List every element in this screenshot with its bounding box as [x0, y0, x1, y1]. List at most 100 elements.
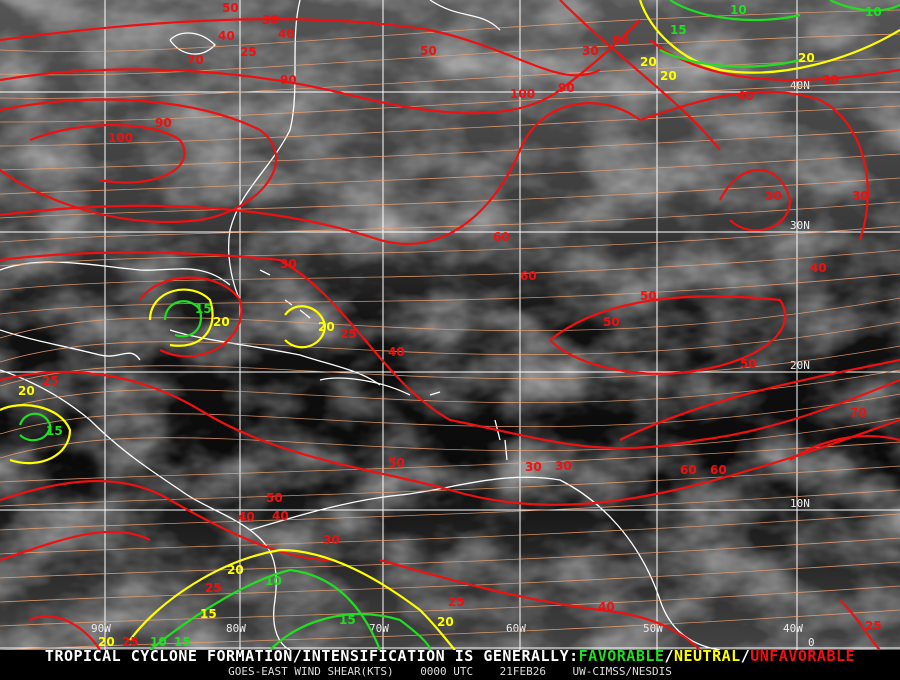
contour-label: 20 — [798, 51, 815, 65]
contour-label: 90 — [558, 81, 575, 95]
contour-label: 60 — [680, 463, 697, 477]
contour-label: 70 — [850, 406, 867, 420]
contour-label: 40 — [238, 510, 255, 524]
legend-unfavorable: UNFAVORABLE — [750, 647, 856, 665]
contour-label: 50 — [266, 491, 283, 505]
shear-contours — [0, 0, 900, 650]
cloud-imagery — [0, 0, 900, 650]
shear-contour — [0, 102, 641, 246]
product-date: 21FEB26 — [499, 665, 547, 678]
contour-label: 30 — [582, 44, 599, 58]
contour-label: 50 — [420, 44, 437, 58]
longitude-label: 60W — [506, 622, 526, 635]
contour-label: 20 — [213, 315, 230, 329]
legend-favorable: FAVORABLE — [578, 647, 665, 665]
streamline — [0, 225, 900, 267]
streamline — [0, 441, 900, 483]
contour-label: 20 — [98, 635, 115, 649]
shear-contour — [0, 480, 331, 562]
shear-contour — [163, 300, 203, 338]
longitude-label: 70W — [369, 622, 389, 635]
contour-label: 40 — [598, 600, 615, 614]
shear-contour — [619, 358, 900, 441]
shear-contour — [549, 295, 787, 375]
contour-label: 60 — [710, 463, 727, 477]
shear-contour — [839, 599, 881, 650]
contour-label: 60 — [493, 230, 510, 244]
product-info: GOES-EAST WIND SHEAR(KTS) 0000 UTC 21FEB… — [0, 665, 900, 679]
contour-label: 25 — [205, 581, 222, 595]
streamline — [0, 345, 900, 387]
latitude-label: 30N — [790, 219, 810, 232]
shear-contour — [0, 530, 151, 562]
streamline — [0, 297, 900, 339]
streamline — [0, 513, 900, 555]
contour-label: 50 — [603, 315, 620, 329]
shear-contour — [0, 404, 72, 465]
shear-contour — [639, 90, 869, 241]
contour-label: 100 — [108, 131, 133, 145]
coastline — [319, 377, 411, 396]
longitude-label: 90W — [91, 622, 111, 635]
contour-label: 10 — [865, 5, 882, 19]
legend-separator: / — [740, 647, 751, 665]
streamline — [0, 33, 900, 76]
contour-label: 15 — [174, 635, 191, 649]
streamline — [0, 537, 900, 579]
contour-label: 25 — [865, 619, 882, 633]
contour-label: 100 — [510, 87, 535, 101]
contour-label: 20 — [227, 563, 244, 577]
shear-contour — [29, 123, 186, 184]
coastline — [0, 329, 141, 361]
shear-contour — [284, 305, 327, 349]
contour-label: 50 — [388, 456, 405, 470]
contour-label: 15 — [200, 607, 217, 621]
contour-label: 70 — [187, 53, 204, 67]
contour-label: 10 — [150, 635, 167, 649]
coastline — [0, 261, 231, 286]
shear-contour — [0, 98, 278, 224]
longitude-label: 40W — [783, 622, 803, 635]
shear-contour — [379, 558, 701, 650]
coastline — [429, 0, 501, 31]
streamline — [0, 489, 900, 531]
streamline — [0, 177, 900, 219]
shear-contour — [0, 370, 900, 506]
streamline — [0, 465, 900, 507]
latitude-label: 0 — [808, 636, 815, 649]
shear-contour — [659, 49, 801, 68]
shear-contour — [139, 276, 243, 358]
contour-label: 30 — [852, 189, 869, 203]
streamline — [0, 201, 900, 243]
streamline — [0, 561, 900, 603]
shear-contour — [0, 251, 900, 450]
legend-neutral: NEUTRAL — [673, 647, 741, 665]
shear-contour — [669, 0, 900, 22]
product-source: UW-CIMSS/NESDIS — [572, 665, 672, 678]
product-name: GOES-EAST WIND SHEAR(KTS) — [228, 665, 394, 678]
headline-text: TROPICAL CYCLONE FORMATION/INTENSIFICATI… — [44, 647, 579, 665]
contour-label: 60 — [612, 33, 629, 47]
shear-contour — [148, 288, 214, 347]
contour-label: 90 — [155, 116, 172, 130]
streamline — [0, 369, 900, 411]
shear-contour — [789, 434, 900, 461]
contour-label: 15 — [46, 424, 63, 438]
shear-contour — [18, 412, 52, 442]
coastline — [0, 369, 291, 650]
coastline — [169, 329, 381, 386]
contour-label: 90 — [280, 73, 297, 87]
contour-label: 30 — [280, 257, 297, 271]
contour-label: 25 — [448, 595, 465, 609]
contour-label: 50 — [222, 1, 239, 15]
product-time: 0000 UTC — [420, 665, 474, 678]
streamline — [0, 393, 900, 435]
contour-label: 30 — [555, 459, 572, 473]
shear-contour — [0, 17, 601, 77]
contour-label: 10 — [730, 3, 747, 17]
contour-label: 40 — [737, 89, 754, 103]
streamline — [0, 321, 900, 363]
contour-label: 10 — [265, 574, 282, 588]
